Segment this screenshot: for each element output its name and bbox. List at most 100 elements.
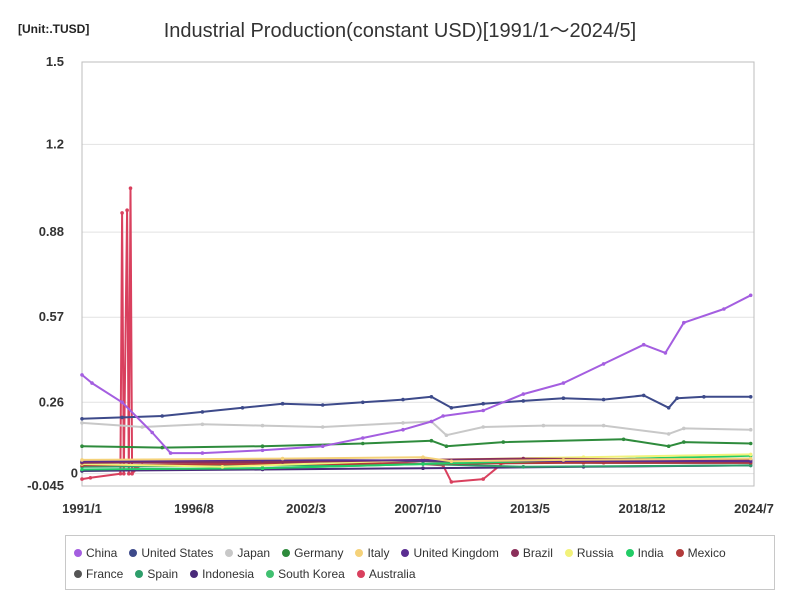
legend-label: Germany bbox=[294, 545, 344, 560]
data-point bbox=[682, 440, 686, 444]
legend-label: Mexico bbox=[687, 545, 726, 560]
data-point bbox=[601, 362, 606, 366]
data-point bbox=[130, 471, 134, 476]
x-tick-label: 2002/3 bbox=[286, 501, 326, 516]
legend-item: Indonesia bbox=[190, 563, 254, 584]
data-point bbox=[666, 444, 671, 449]
data-point bbox=[481, 401, 486, 406]
data-point bbox=[481, 477, 486, 481]
data-point bbox=[160, 445, 164, 450]
series-line-united-states bbox=[81, 394, 751, 420]
legend-item: United States bbox=[129, 542, 213, 563]
legend-item: China bbox=[74, 542, 117, 563]
y-tick-label: 1.2 bbox=[46, 136, 64, 151]
data-point bbox=[748, 441, 753, 446]
data-point bbox=[280, 456, 285, 461]
data-point bbox=[663, 351, 668, 355]
legend-label: China bbox=[86, 545, 118, 560]
data-point bbox=[220, 465, 225, 469]
legend-item: United Kingdom bbox=[401, 542, 499, 563]
legend-item: Japan bbox=[225, 542, 270, 563]
legend-marker-icon bbox=[129, 548, 138, 557]
plot-area-border bbox=[81, 61, 755, 487]
data-point bbox=[88, 476, 93, 480]
data-point bbox=[80, 417, 84, 421]
legend: China United States Japan Germany Italy Unite… bbox=[65, 535, 775, 590]
data-point bbox=[401, 427, 405, 432]
data-point bbox=[641, 393, 646, 398]
line-chart: 1.5 1.2 0.88 0.57 0.26 0 -0.045 1991/1 1996/8 20… bbox=[27, 54, 774, 516]
data-point bbox=[666, 406, 671, 410]
series-line-italy bbox=[81, 456, 751, 463]
data-point bbox=[168, 451, 173, 455]
legend-marker-icon bbox=[74, 569, 82, 578]
legend-item: France bbox=[74, 563, 123, 584]
data-point bbox=[200, 410, 205, 414]
data-point bbox=[675, 396, 679, 401]
data-point bbox=[401, 421, 405, 425]
chart-title: Industrial Production(constant USD)[1991… bbox=[163, 20, 637, 42]
data-point bbox=[449, 459, 454, 464]
data-point bbox=[160, 414, 164, 418]
data-point bbox=[748, 463, 753, 468]
legend-marker-icon bbox=[675, 548, 684, 557]
data-point bbox=[621, 437, 626, 442]
data-point bbox=[150, 430, 154, 435]
data-point bbox=[421, 466, 425, 471]
data-point bbox=[280, 460, 285, 464]
data-point bbox=[80, 467, 84, 472]
legend-item: Russia bbox=[564, 542, 614, 563]
legend-item: Spain bbox=[135, 563, 178, 584]
y-tick-label: 0 bbox=[71, 466, 78, 481]
x-tick-label: 1991/1 bbox=[62, 501, 102, 516]
data-point bbox=[320, 444, 325, 449]
data-point bbox=[120, 400, 124, 405]
legend-marker-icon bbox=[401, 548, 410, 557]
legend-item: India bbox=[625, 542, 664, 563]
legend-label: India bbox=[637, 545, 664, 560]
data-point bbox=[641, 342, 646, 347]
data-point bbox=[521, 399, 526, 403]
data-point bbox=[561, 458, 566, 462]
x-tick-label: 2024/7 bbox=[734, 501, 774, 516]
legend-marker-icon bbox=[190, 569, 199, 578]
data-point bbox=[361, 400, 365, 405]
data-point bbox=[320, 425, 325, 429]
x-axis: 1991/1 1996/8 2002/3 2007/10 2013/5 2018/12 20… bbox=[62, 501, 774, 516]
data-point bbox=[722, 307, 726, 311]
data-point bbox=[666, 432, 671, 436]
legend-label: Japan bbox=[237, 545, 271, 560]
data-point bbox=[429, 438, 434, 443]
legend-label: Russia bbox=[576, 545, 614, 560]
data-point bbox=[260, 444, 265, 449]
data-point bbox=[429, 395, 434, 399]
data-point bbox=[748, 427, 753, 432]
data-point bbox=[140, 425, 144, 429]
legend-item: Brazil bbox=[510, 542, 553, 563]
legend-label: United States bbox=[141, 545, 214, 560]
data-point bbox=[748, 456, 753, 461]
legend-item: Germany bbox=[282, 542, 343, 563]
data-point bbox=[260, 466, 265, 471]
legend-label: Spain bbox=[147, 566, 179, 581]
y-tick-label: 0.57 bbox=[39, 309, 64, 324]
legend-item: Italy bbox=[355, 542, 389, 563]
data-point bbox=[682, 320, 686, 325]
legend-marker-icon bbox=[625, 548, 634, 557]
data-point bbox=[682, 426, 686, 431]
data-point bbox=[320, 403, 325, 407]
data-point bbox=[280, 401, 285, 406]
data-point bbox=[260, 448, 265, 453]
series-lines bbox=[80, 186, 753, 484]
data-point bbox=[80, 373, 84, 377]
data-point bbox=[240, 406, 245, 410]
data-point bbox=[200, 451, 205, 455]
legend-marker-icon bbox=[356, 569, 365, 578]
data-point bbox=[120, 415, 124, 420]
y-tick-label: 0.26 bbox=[39, 394, 64, 409]
legend-item: Australia bbox=[356, 563, 416, 584]
data-point bbox=[80, 421, 84, 425]
data-point bbox=[80, 444, 84, 449]
legend-label: Australia bbox=[368, 566, 416, 581]
legend-label: Brazil bbox=[522, 545, 553, 560]
